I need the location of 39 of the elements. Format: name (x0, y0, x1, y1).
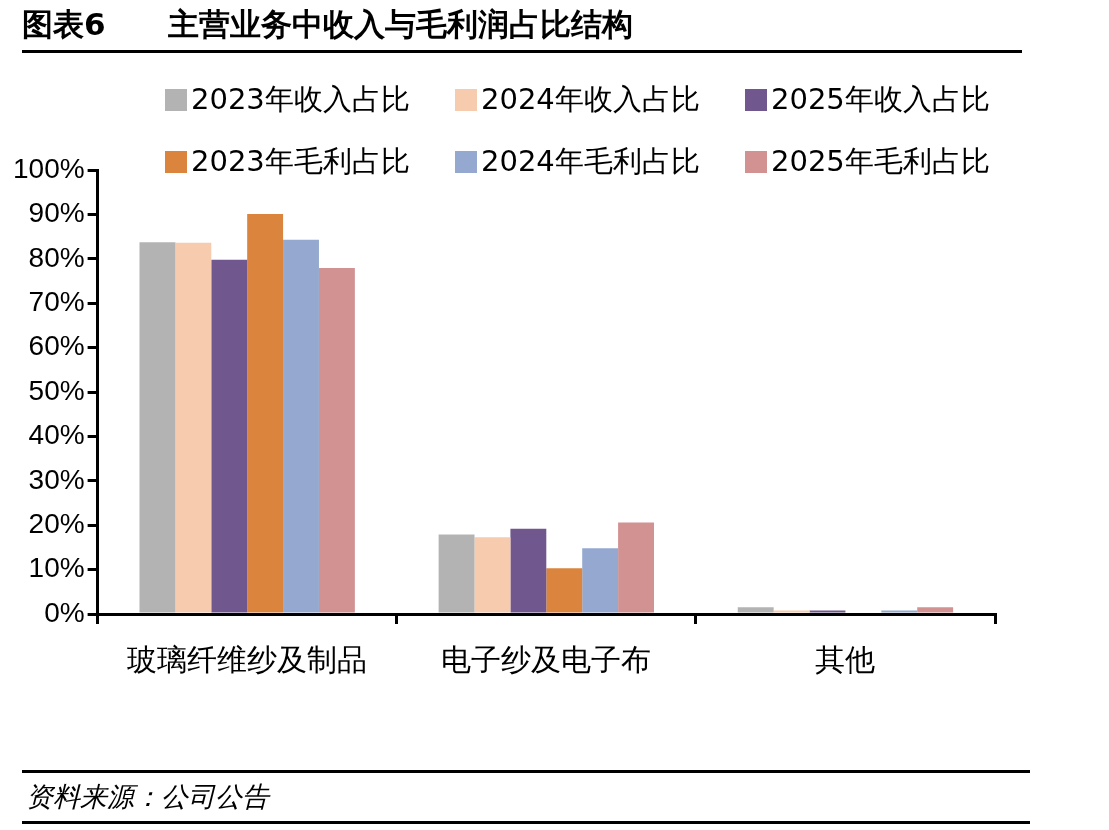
y-tick-label: 20% (28, 507, 85, 539)
y-tick-label: 10% (28, 552, 85, 584)
x-tick-label: 玻璃纤维纱及制品 (127, 641, 368, 677)
legend-label: 2023年毛利占比 (191, 143, 410, 180)
bar (283, 239, 319, 613)
legend-label: 2023年收入占比 (191, 81, 410, 118)
y-tick-label: 40% (28, 419, 85, 451)
x-tick-label: 其他 (815, 641, 876, 677)
bar (582, 548, 619, 613)
y-tick-label: 70% (28, 285, 85, 317)
bar (139, 242, 176, 613)
chart-title: 图表6 主营业务中收入与毛利润占比结构 (22, 4, 1022, 53)
y-tick-label: 50% (28, 374, 85, 406)
x-tick-label: 电子纱及电子布 (441, 641, 652, 677)
bar (510, 528, 547, 613)
bar (917, 607, 954, 613)
bar (474, 537, 511, 613)
bar (438, 534, 475, 613)
bar (318, 268, 355, 613)
bar (809, 610, 846, 613)
y-tick-label: 100% (12, 152, 85, 184)
bar (546, 568, 583, 613)
legend-label: 2024年毛利占比 (481, 143, 700, 180)
y-tick-label: 80% (28, 241, 85, 273)
bar (211, 259, 248, 613)
bar (247, 213, 284, 613)
bar (773, 610, 810, 613)
legend-label: 2024年收入占比 (481, 81, 700, 118)
text: 资料来源：公司公告 (26, 780, 272, 814)
y-tick-label: 90% (28, 197, 85, 229)
bar (881, 610, 918, 613)
y-tick-label: 30% (28, 463, 85, 495)
bar (737, 607, 774, 613)
legend-label: 2025年毛利占比 (771, 143, 990, 180)
bar (175, 242, 212, 613)
bar (618, 522, 654, 613)
y-tick-label: 0% (44, 596, 85, 628)
y-tick-label: 60% (28, 330, 85, 362)
legend-label: 2025年收入占比 (771, 81, 990, 118)
